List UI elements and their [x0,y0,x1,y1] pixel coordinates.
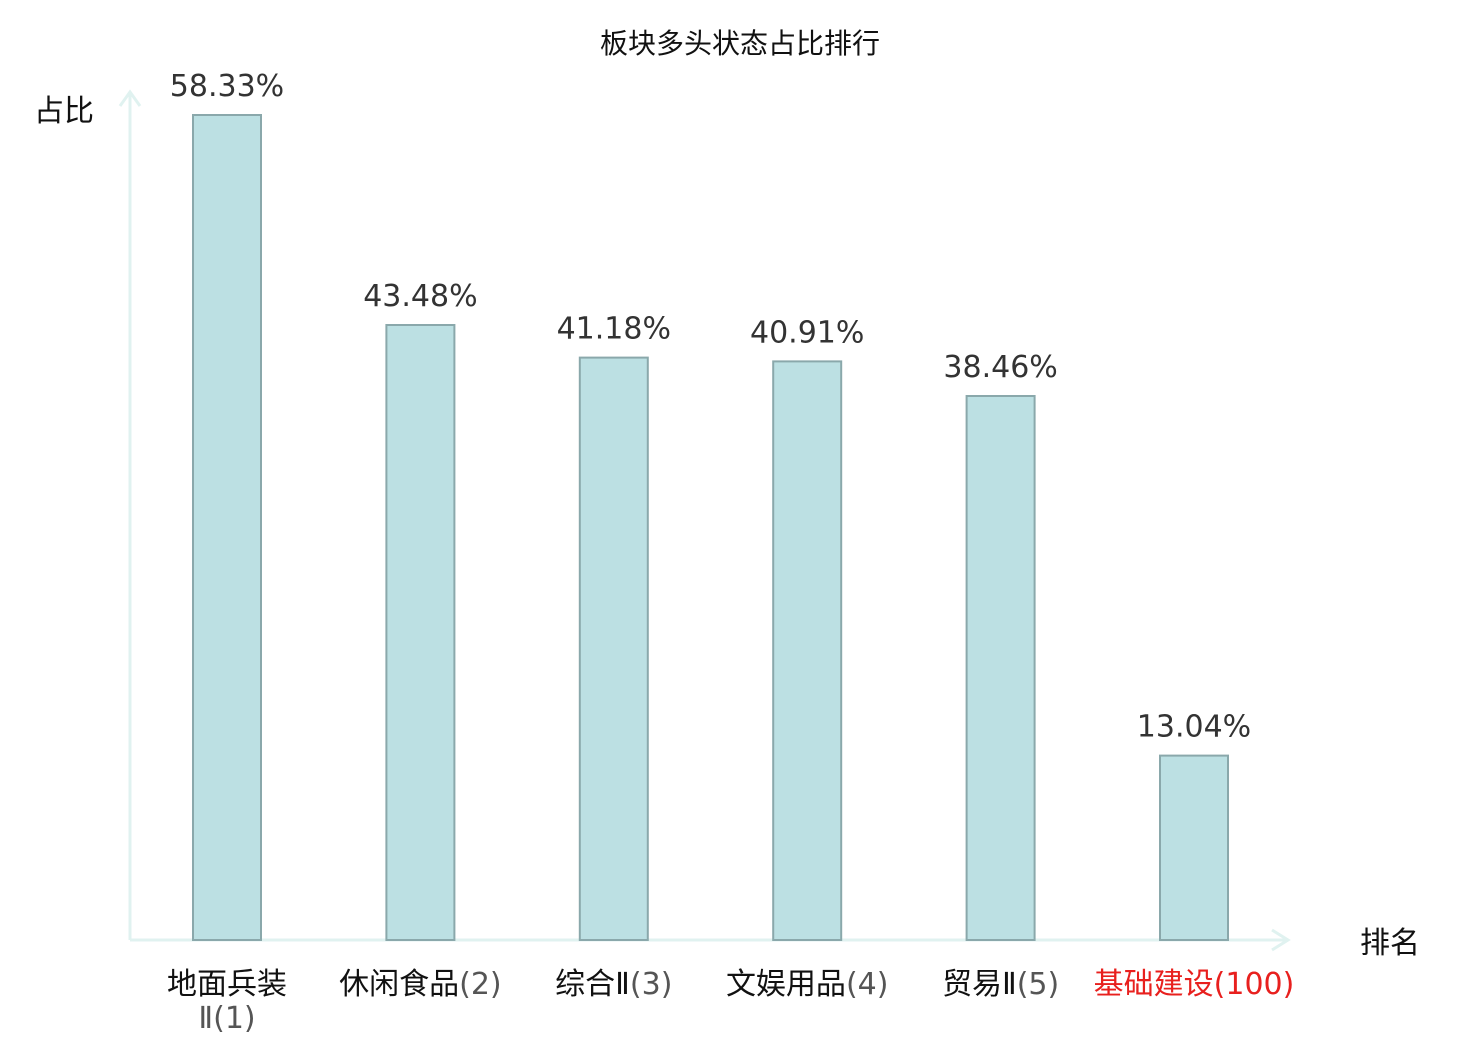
category-label-1: 地面兵装 Ⅱ(1) [167,967,287,1036]
category-rank-4: (4) [846,967,889,1002]
y-axis-label: 占比 [34,94,94,129]
category-name-6: 基础建设 [1094,967,1214,1002]
bars-group [192,114,1229,942]
category-name-rest-1: Ⅱ [198,1001,213,1036]
category-label-4: 文娱用品(4) [726,967,889,1002]
bar-3 [578,356,649,942]
category-rank-3: (3) [630,967,673,1002]
bar-5 [965,395,1036,941]
category-labels-group: 地面兵装 Ⅱ(1)休闲食品(2) 综合Ⅱ(3) 文娱用品(4) 贸易Ⅱ(5) 基础建设(1… [167,967,1294,1036]
category-rank-5: (5) [1017,967,1060,1002]
value-label-5: 38.46% [943,350,1057,385]
chart-title: 板块多头状态占比排行 [600,27,880,60]
x-axis-arrow [1271,928,1291,952]
category-label-3: 综合Ⅱ(3) [555,967,672,1002]
category-label-6: 基础建设(100) [1094,967,1295,1002]
bar-4 [772,360,843,941]
value-label-2: 43.48% [363,279,477,314]
category-name-1: 地面兵装 [167,967,287,1002]
category-name-2: 休闲食品 [339,967,459,1002]
category-name-3: 综合Ⅱ [555,967,630,1002]
category-label-5: 贸易Ⅱ(5) [942,967,1059,1002]
category-name-4: 文娱用品 [726,967,846,1002]
value-labels-group: 58.33% 43.48% 41.18% 40.91% 38.46% 13.04% [170,69,1251,745]
bar-1 [192,114,262,941]
bar-6 [1159,754,1229,941]
category-rank-6: (100) [1214,967,1295,1002]
category-rank-2: (2) [459,967,502,1002]
value-label-3: 41.18% [557,312,671,347]
value-label-1: 58.33% [170,69,284,104]
value-label-6: 13.04% [1137,710,1251,745]
x-axis-label: 排名 [1360,926,1420,961]
bar-2 [385,324,456,941]
value-label-4: 40.91% [750,315,864,350]
category-label-2: 休闲食品(2) [339,967,502,1002]
category-rank-1: (1) [213,1001,256,1036]
y-axis-arrow [118,89,142,107]
category-name-5: 贸易Ⅱ [942,967,1017,1002]
